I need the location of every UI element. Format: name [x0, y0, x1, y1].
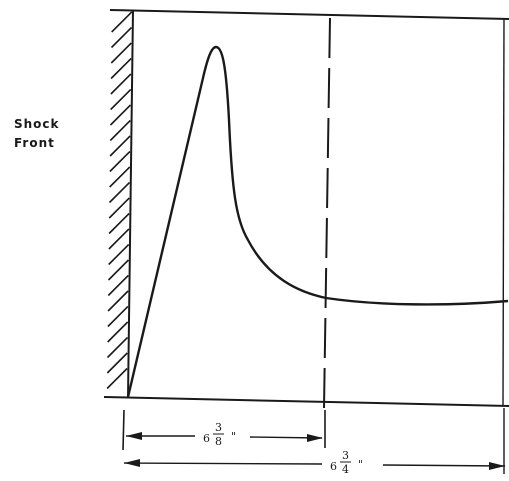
hatch-stroke	[106, 336, 129, 359]
hatch-stroke	[107, 290, 129, 312]
dimension-full-numerator: 3	[342, 449, 349, 462]
top-boundary-line	[109, 9, 509, 20]
hatch-stroke	[109, 166, 131, 188]
dimension-half: 6 3 8 "	[122, 409, 326, 451]
base-line	[103, 396, 509, 407]
hatch-stroke	[108, 181, 131, 204]
dimension-half-numerator: 3	[215, 421, 222, 434]
shock-profile-curve	[126, 45, 509, 398]
hatch-stroke	[110, 42, 132, 64]
hatch-stroke	[109, 104, 132, 126]
hatch-stroke	[110, 26, 133, 49]
hatch-stroke	[108, 243, 130, 266]
wall-hatching	[106, 11, 133, 390]
hatch-stroke	[108, 228, 130, 250]
shock-front-label-line1: Shock	[14, 117, 60, 131]
right-boundary-line	[502, 17, 505, 407]
dimension-full-denominator: 4	[342, 463, 349, 476]
hatch-stroke	[110, 57, 132, 80]
hatch-stroke	[110, 73, 132, 95]
hatch-stroke	[107, 321, 129, 343]
dimension-full-unit: "	[358, 458, 363, 471]
hatch-stroke	[109, 150, 131, 173]
hatch-stroke	[107, 305, 129, 328]
dimension-full: 6 3 4 "	[123, 408, 506, 476]
shock-front-label-line2: Front	[14, 136, 55, 150]
dimension-half-whole: 6	[203, 432, 210, 445]
dimension-half-denominator: 8	[215, 435, 222, 448]
hatch-stroke	[107, 259, 130, 281]
hatch-stroke	[109, 135, 131, 157]
hatch-stroke	[108, 197, 130, 219]
hatch-stroke	[109, 119, 131, 142]
dashed-midline	[323, 17, 331, 409]
dimension-half-unit: "	[231, 430, 236, 443]
dimension-full-whole: 6	[330, 460, 337, 473]
hatch-stroke	[107, 274, 129, 297]
hatch-stroke	[106, 352, 128, 374]
hatch-stroke	[106, 367, 128, 390]
hatch-stroke	[110, 88, 132, 111]
hatch-stroke	[108, 212, 130, 235]
hatch-stroke	[111, 11, 133, 33]
wall-line	[127, 9, 134, 399]
